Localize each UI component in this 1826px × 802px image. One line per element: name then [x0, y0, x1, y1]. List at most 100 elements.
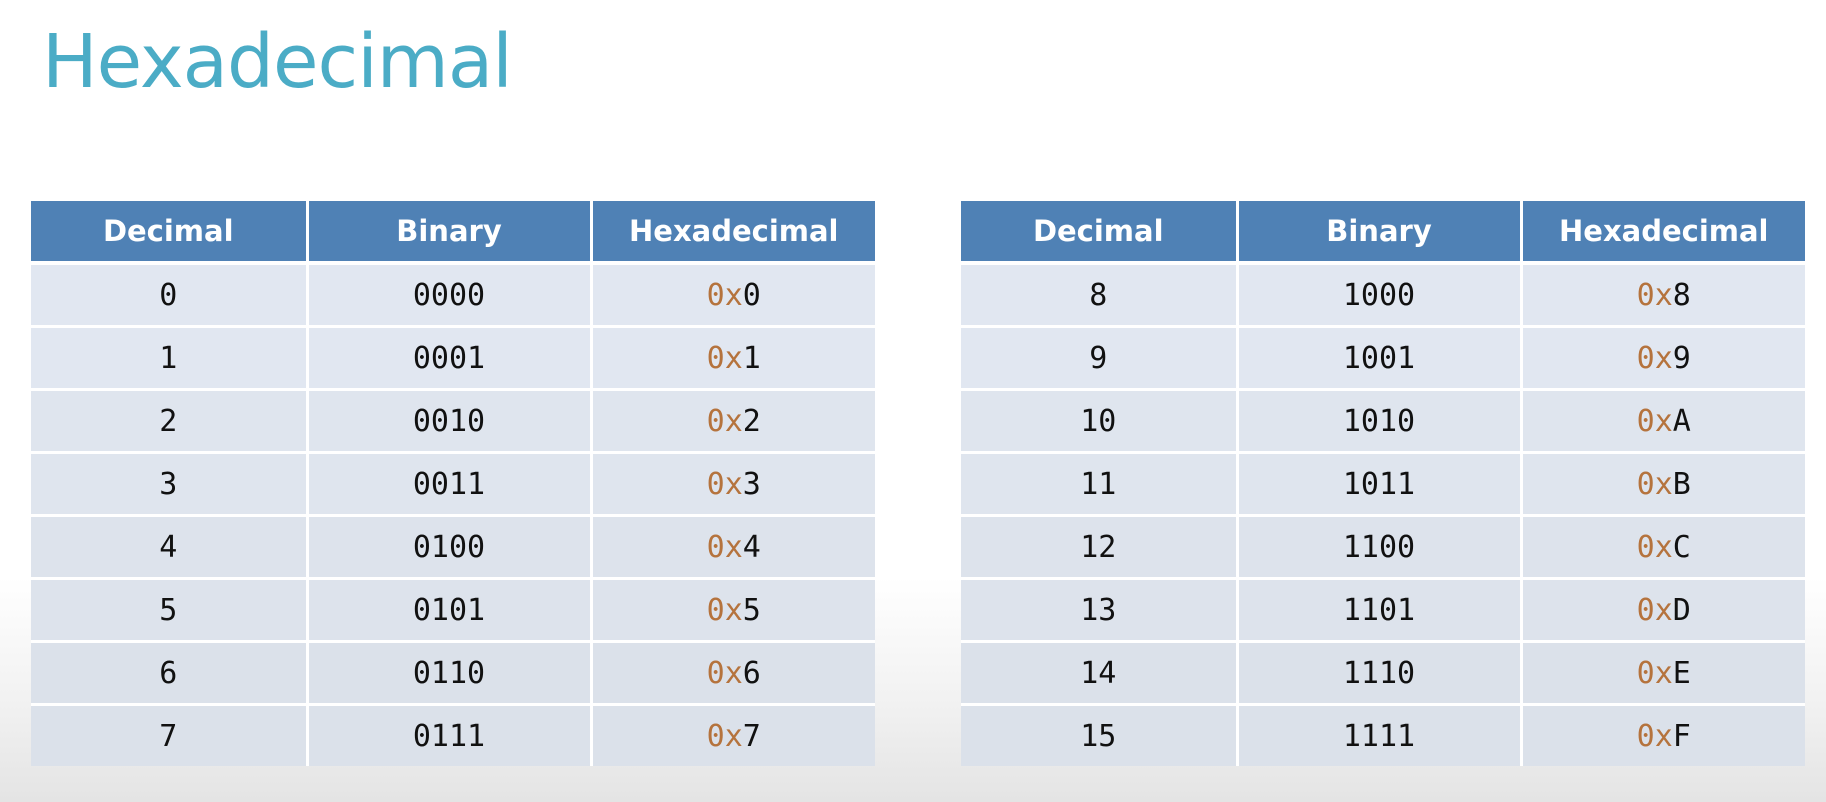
hexadecimal-cell: 0xD [1521, 578, 1805, 643]
table-row: 11 1011 0xB [961, 452, 1805, 517]
hex-digit: 0 [742, 277, 761, 313]
decimal-cell: 15 [961, 704, 1239, 766]
hex-digit: 4 [742, 529, 761, 565]
hex-prefix: 0x [1636, 718, 1673, 754]
hex-digit: 9 [1672, 340, 1691, 376]
binary-cell: 0110 [307, 641, 593, 706]
hex-digit: 2 [742, 403, 761, 439]
hex-digit: 7 [742, 718, 761, 754]
decimal-cell: 0 [31, 263, 309, 328]
header-decimal: Decimal [31, 201, 309, 265]
decimal-cell: 13 [961, 578, 1239, 643]
table-row: 9 1001 0x9 [961, 326, 1805, 391]
decimal-cell: 7 [31, 704, 309, 766]
table-body: 0 0000 0x0 1 0001 0x1 2 0010 0x2 3 0011 0x3 4 0100 0x4… [31, 263, 875, 766]
hex-prefix: 0x [1636, 277, 1673, 313]
hex-digit: 3 [742, 466, 761, 502]
decimal-cell: 10 [961, 389, 1239, 454]
hexadecimal-cell: 0x3 [591, 452, 875, 517]
hex-digit: C [1672, 529, 1691, 565]
hex-digit: A [1672, 403, 1691, 439]
decimal-cell: 4 [31, 515, 309, 580]
decimal-cell: 14 [961, 641, 1239, 706]
decimal-cell: 5 [31, 578, 309, 643]
header-binary: Binary [307, 201, 593, 265]
conversion-table-8-15: Decimal Binary Hexadecimal 8 1000 0x8 9 1001… [961, 201, 1805, 766]
hexadecimal-cell: 0xF [1521, 704, 1805, 766]
table-row: 12 1100 0xC [961, 515, 1805, 580]
hex-digit: 1 [742, 340, 761, 376]
binary-cell: 0010 [307, 389, 593, 454]
hex-digit: F [1672, 718, 1691, 754]
hex-prefix: 0x [1636, 592, 1673, 628]
binary-cell: 1100 [1237, 515, 1523, 580]
hexadecimal-cell: 0x9 [1521, 326, 1805, 391]
decimal-cell: 8 [961, 263, 1239, 328]
hex-prefix: 0x [706, 529, 743, 565]
hex-prefix: 0x [1636, 466, 1673, 502]
hex-digit: E [1672, 655, 1691, 691]
hex-prefix: 0x [1636, 529, 1673, 565]
header-hexadecimal: Hexadecimal [1521, 201, 1805, 265]
hex-prefix: 0x [706, 655, 743, 691]
table-header-row: Decimal Binary Hexadecimal [31, 201, 875, 265]
slide-title: Hexadecimal [42, 19, 513, 105]
hex-prefix: 0x [706, 466, 743, 502]
table-row: 7 0111 0x7 [31, 704, 875, 766]
hexadecimal-cell: 0x2 [591, 389, 875, 454]
hexadecimal-cell: 0x7 [591, 704, 875, 766]
decimal-cell: 11 [961, 452, 1239, 517]
binary-cell: 0000 [307, 263, 593, 328]
decimal-cell: 1 [31, 326, 309, 391]
binary-cell: 1000 [1237, 263, 1523, 328]
hexadecimal-cell: 0x5 [591, 578, 875, 643]
hex-digit: 8 [1672, 277, 1691, 313]
binary-cell: 0011 [307, 452, 593, 517]
table-row: 0 0000 0x0 [31, 263, 875, 328]
table-row: 3 0011 0x3 [31, 452, 875, 517]
hex-prefix: 0x [706, 592, 743, 628]
hex-digit: B [1672, 466, 1691, 502]
header-binary: Binary [1237, 201, 1523, 265]
table-row: 8 1000 0x8 [961, 263, 1805, 328]
hex-prefix: 0x [1636, 340, 1673, 376]
binary-cell: 0100 [307, 515, 593, 580]
hexadecimal-cell: 0x0 [591, 263, 875, 328]
decimal-cell: 6 [31, 641, 309, 706]
hexadecimal-cell: 0xB [1521, 452, 1805, 517]
hex-digit: D [1672, 592, 1691, 628]
hex-prefix: 0x [706, 277, 743, 313]
binary-cell: 1110 [1237, 641, 1523, 706]
table-header-row: Decimal Binary Hexadecimal [961, 201, 1805, 265]
table-row: 14 1110 0xE [961, 641, 1805, 706]
table-row: 6 0110 0x6 [31, 641, 875, 706]
binary-cell: 1101 [1237, 578, 1523, 643]
hexadecimal-cell: 0xE [1521, 641, 1805, 706]
hexadecimal-cell: 0xC [1521, 515, 1805, 580]
hexadecimal-cell: 0x8 [1521, 263, 1805, 328]
conversion-table-0-7: Decimal Binary Hexadecimal 0 0000 0x0 1 0001… [31, 201, 875, 766]
binary-cell: 1011 [1237, 452, 1523, 517]
table-row: 4 0100 0x4 [31, 515, 875, 580]
table-row: 13 1101 0xD [961, 578, 1805, 643]
table-row: 2 0010 0x2 [31, 389, 875, 454]
binary-cell: 1001 [1237, 326, 1523, 391]
hexadecimal-cell: 0x4 [591, 515, 875, 580]
hex-prefix: 0x [1636, 403, 1673, 439]
decimal-cell: 9 [961, 326, 1239, 391]
table-row: 5 0101 0x5 [31, 578, 875, 643]
binary-cell: 1010 [1237, 389, 1523, 454]
table-row: 15 1111 0xF [961, 704, 1805, 766]
binary-cell: 0111 [307, 704, 593, 766]
table-row: 1 0001 0x1 [31, 326, 875, 391]
hex-digit: 6 [742, 655, 761, 691]
binary-cell: 0101 [307, 578, 593, 643]
decimal-cell: 2 [31, 389, 309, 454]
hex-prefix: 0x [1636, 655, 1673, 691]
header-decimal: Decimal [961, 201, 1239, 265]
binary-cell: 1111 [1237, 704, 1523, 766]
hex-prefix: 0x [706, 403, 743, 439]
table-row: 10 1010 0xA [961, 389, 1805, 454]
hexadecimal-cell: 0x1 [591, 326, 875, 391]
hex-digit: 5 [742, 592, 761, 628]
